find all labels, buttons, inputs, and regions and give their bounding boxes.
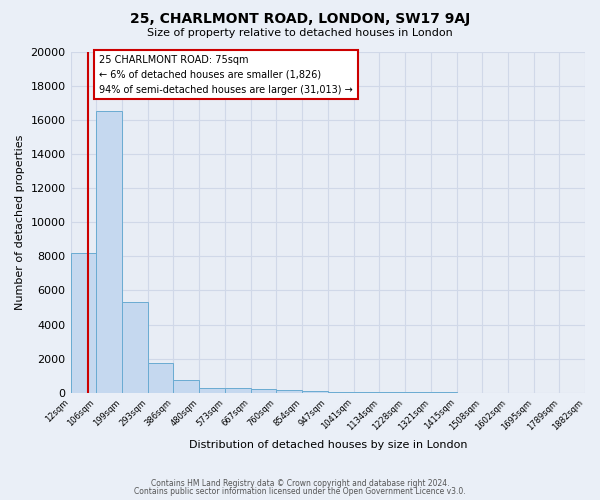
Bar xyxy=(251,390,277,393)
Text: 25 CHARLMONT ROAD: 75sqm
← 6% of detached houses are smaller (1,826)
94% of semi: 25 CHARLMONT ROAD: 75sqm ← 6% of detache… xyxy=(99,55,353,94)
Bar xyxy=(405,392,431,393)
Bar xyxy=(277,390,302,393)
Bar xyxy=(328,392,353,393)
X-axis label: Distribution of detached houses by size in London: Distribution of detached houses by size … xyxy=(188,440,467,450)
Text: Size of property relative to detached houses in London: Size of property relative to detached ho… xyxy=(147,28,453,38)
Text: Contains public sector information licensed under the Open Government Licence v3: Contains public sector information licen… xyxy=(134,487,466,496)
Bar xyxy=(225,388,251,393)
Bar xyxy=(97,111,122,393)
Bar xyxy=(148,363,173,393)
Bar xyxy=(199,388,225,393)
Y-axis label: Number of detached properties: Number of detached properties xyxy=(15,134,25,310)
Bar xyxy=(379,392,405,393)
Bar xyxy=(302,392,328,393)
Bar xyxy=(173,380,199,393)
Text: Contains HM Land Registry data © Crown copyright and database right 2024.: Contains HM Land Registry data © Crown c… xyxy=(151,478,449,488)
Bar xyxy=(353,392,379,393)
Bar xyxy=(122,302,148,393)
Bar xyxy=(71,253,97,393)
Text: 25, CHARLMONT ROAD, LONDON, SW17 9AJ: 25, CHARLMONT ROAD, LONDON, SW17 9AJ xyxy=(130,12,470,26)
